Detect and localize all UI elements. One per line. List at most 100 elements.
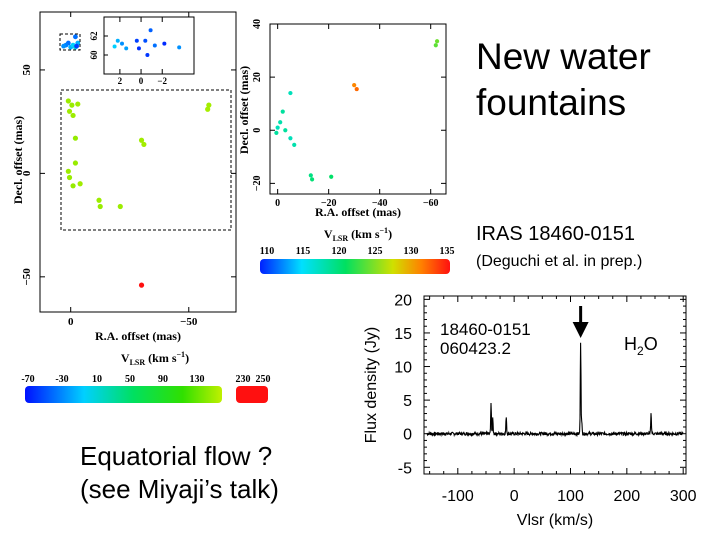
map-inset-point-1 [115, 38, 120, 43]
map-large-colorbar-tick-5: 130 [190, 374, 205, 385]
map-large-colorbar-tick-2: 10 [92, 374, 102, 385]
map-large-x-tick-label-0: 0 [68, 316, 74, 328]
spectrum-y-tick-label-5: -5 [398, 460, 412, 477]
map-large-y-tick-label-2: −50 [21, 268, 33, 286]
map-large-colorbar-label-unit: (km s [145, 351, 177, 365]
map-large-point-15 [141, 141, 147, 148]
caption-line-2: (see Miyaji’s talk) [80, 474, 279, 504]
map-zoom-colorbar-label-exp: −1 [380, 226, 389, 235]
map-large-point-18 [138, 282, 145, 288]
map-zoom-colorbar [260, 259, 450, 274]
map-large-point-9 [70, 183, 76, 189]
map-zoom-ylabel: Decl. offset (mas) [237, 66, 251, 154]
map-zoom-y-tick-label-0: 40 [252, 19, 263, 29]
map-large-colorbar-label-sub: LSR [130, 358, 146, 367]
map-zoom-point-3 [354, 86, 359, 92]
map-zoom-point-7 [275, 125, 280, 130]
slide-title-line-2: fountains [476, 82, 627, 123]
map-large-colorbar-high [236, 386, 268, 403]
map-zoom-point-1 [434, 39, 440, 44]
map-zoom-colorbar-tick-4: 130 [404, 246, 419, 257]
map-zoom-point-12 [308, 173, 313, 178]
map-large-ylabel: Decl. offset (mas) [11, 116, 25, 204]
map-large-y-tick-label-1: 0 [21, 170, 33, 176]
spectrum-y-tick-label-0: 20 [394, 292, 412, 309]
map-zoom-point-4 [288, 90, 293, 96]
map-large-xlabel: R.A. offset (mas) [95, 329, 181, 343]
map-zoom-point-11 [292, 142, 297, 147]
map-large-y-tick-label-0: 50 [21, 64, 33, 76]
spectrum-x-tick-label-1: 0 [510, 488, 519, 505]
map-zoom-colorbar-tick-2: 120 [332, 246, 347, 257]
map-zoom-y-tick-label-1: 20 [252, 72, 263, 82]
spectrum-molecule-label: H2O [624, 334, 658, 358]
map-zoom-colorbar-tick-5: 135 [440, 246, 455, 257]
spectrum-frame [423, 295, 687, 475]
map-zoom-colorbar-label-v: V [324, 227, 333, 241]
spectrum-y-tick-label-2: 10 [394, 360, 412, 377]
spectrum-date-label: 060423.2 [440, 339, 511, 358]
slide-title-line-1: New water [476, 36, 651, 77]
map-large-colorbar-label: VLSR (km s−1) [121, 350, 189, 367]
map-zoom-xlabel: R.A. offset (mas) [315, 205, 401, 219]
map-zoom-colorbar-label-close: ) [388, 227, 392, 241]
map-inset-x-tick-label-0: 2 [118, 76, 123, 86]
map-zoom-point-5 [280, 109, 285, 114]
map-zoom-point-0 [433, 43, 438, 48]
map-inset-point-10 [162, 41, 167, 46]
spectrum-molecule-sub: 2 [637, 344, 644, 358]
spectrum-arrow-head [572, 322, 589, 338]
map-inset-point-8 [145, 53, 150, 57]
map-inset-point-2 [120, 41, 124, 46]
map-inset-y-tick-label-0: 62 [89, 31, 99, 41]
map-large-point-3 [69, 102, 75, 108]
map-large-point-14 [138, 137, 145, 143]
map-zoom-x-tick-label-2: −40 [372, 198, 388, 209]
map-inset-y-tick-label-1: 60 [89, 50, 99, 60]
map-large-point-2 [70, 112, 76, 119]
map-large-cluster-region [59, 33, 81, 51]
map-large-point-6 [72, 160, 79, 166]
caption: Equatorial flow ? (see Miyaji’s talk) [80, 440, 279, 506]
map-inset-point-0 [112, 44, 117, 49]
map-large-colorbar-tick-3: 50 [125, 374, 135, 385]
map-inset-x-tick-label-1: 0 [139, 76, 144, 86]
map-large-point-17 [206, 102, 212, 108]
map-large-point-4 [75, 101, 81, 107]
map-large-x-tick-label-1: −50 [180, 316, 198, 328]
spectrum-source-label: 18460-0151 [440, 320, 531, 339]
spectrum-y-tick-label-4: 0 [403, 427, 412, 444]
spectrum-y-tick-label-3: 5 [403, 393, 412, 410]
map-large-colorbar-tick-4: 90 [158, 374, 168, 385]
map-large-point-0 [65, 98, 71, 104]
slide-title: New water fountains [476, 34, 716, 126]
spectrum-x-tick-label-2: 100 [557, 488, 584, 505]
map-large-point-13 [117, 203, 123, 210]
map-inset-frame [103, 16, 195, 75]
citation: (Deguchi et al. in prep.) [476, 253, 643, 270]
source-name: IRAS 18460-0151 [476, 223, 636, 245]
map-zoom-y-tick-label-3: −20 [252, 176, 263, 192]
spectrum-y-tick-label-1: 15 [394, 326, 412, 343]
spectrum-xlabel: Vlsr (km/s) [517, 512, 593, 529]
map-large-point-1 [66, 108, 73, 114]
map-inset-point-11 [177, 45, 182, 50]
map-large-point-11 [96, 197, 102, 203]
map-zoom-point-9 [288, 136, 293, 141]
map-large-cluster-point-7 [73, 34, 78, 40]
caption-line-1: Equatorial flow ? [80, 441, 273, 471]
map-inset-x-tick-label-2: −2 [157, 76, 167, 86]
map-inset-point-7 [148, 28, 153, 33]
map-inset-point-4 [134, 38, 139, 43]
map-zoom-point-14 [329, 174, 334, 179]
map-zoom-x-tick-label-3: −60 [423, 198, 439, 209]
map-zoom-colorbar-tick-1: 115 [296, 246, 310, 257]
spectrum-molecule-h: H [624, 334, 637, 354]
map-large-cluster-point-2 [61, 43, 67, 49]
map-zoom-point-2 [352, 82, 357, 88]
spectrum-x-tick-label-4: 300 [670, 488, 697, 505]
map-zoom-colorbar-label-sub: LSR [333, 234, 349, 243]
map-large-colorbar-label-v: V [121, 351, 130, 365]
